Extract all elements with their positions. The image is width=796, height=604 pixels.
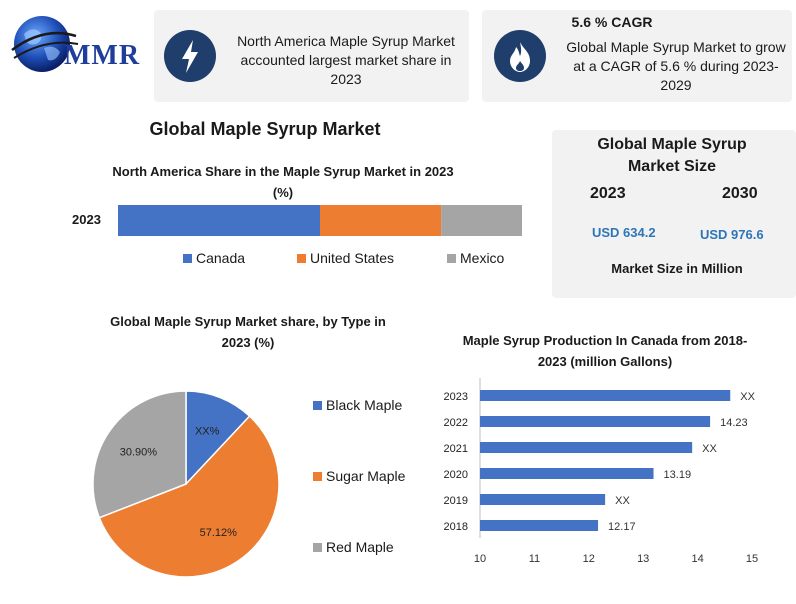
y-tick-label: 2022	[444, 417, 468, 429]
legend-swatch	[313, 543, 322, 552]
market-size-value-2030: USD 976.6	[700, 227, 764, 242]
bar-data-label: 14.23	[720, 417, 748, 429]
pie-slice-red-maple	[92, 390, 187, 519]
market-size-value-2023: USD 634.2	[592, 225, 656, 240]
x-tick-label: 11	[529, 553, 540, 565]
market-size-year-2030: 2030	[722, 185, 758, 202]
pie-title: Global Maple Syrup Market share, by Type…	[110, 314, 386, 350]
legend-label: United States	[310, 250, 395, 266]
stacked-bar-category-label: 2023	[72, 212, 101, 227]
stacked-bar-segment-mexico	[441, 205, 522, 236]
production-bar-title: Maple Syrup Production In Canada from 20…	[462, 333, 748, 369]
market-size-title: Global Maple Syrup Market Size	[597, 136, 747, 175]
pie-slice-sugar-maple	[98, 415, 280, 578]
market-size-footer: Market Size in Million	[611, 261, 743, 276]
globe-icon	[11, 16, 79, 72]
stacked-bar-title: North America Share in the Maple Syrup M…	[112, 164, 454, 200]
y-tick-label: 2021	[444, 443, 468, 455]
pie-chart: XX% 57.12% 30.90%	[92, 390, 280, 578]
legend-mexico: Mexico	[447, 250, 504, 266]
legend-swatch	[297, 254, 306, 263]
pie-slice-black-maple	[185, 390, 251, 486]
legend-label: Mexico	[460, 250, 505, 266]
y-tick-label: 2020	[444, 469, 468, 481]
production-bar-2023	[480, 390, 731, 401]
logo: MMR	[6, 8, 156, 78]
lightning-bolt-icon	[164, 30, 216, 82]
legend-swatch	[447, 254, 456, 263]
stacked-bar-chart	[118, 205, 522, 236]
production-bar-chart: 2023 XX 2022 14.23 2021 XX 2020 13.19 2019 XX 2018…	[444, 378, 758, 565]
x-tick-label: 12	[583, 553, 595, 565]
legend-red-maple: Red Maple	[313, 539, 394, 555]
legend-swatch	[313, 472, 322, 481]
logo-text: MMR	[64, 40, 141, 71]
x-tick-label: 10	[474, 553, 486, 565]
y-tick-label: 2023	[444, 391, 468, 403]
production-bar-2018	[480, 520, 599, 531]
legend-black-maple: Black Maple	[313, 397, 402, 413]
production-bar-2019	[480, 494, 606, 505]
x-tick-label: 13	[637, 553, 649, 565]
legend-label: Red Maple	[326, 539, 394, 555]
info-card-north-america: North America Maple Syrup Market account…	[154, 10, 469, 102]
bar-data-label: XX	[702, 443, 717, 455]
market-size-year-2023: 2023	[590, 185, 626, 202]
info-card-text: Global Maple Syrup Market to grow at a C…	[566, 39, 786, 93]
page-title: Global Maple Syrup Market	[149, 119, 381, 139]
bar-data-label: 13.19	[664, 469, 692, 481]
bar-data-label: XX	[615, 495, 630, 507]
production-bar-2022	[480, 416, 711, 427]
x-tick-label: 15	[746, 553, 758, 565]
stacked-bar-segment-united-states	[320, 205, 442, 236]
legend-swatch	[183, 254, 192, 263]
market-size-card: Global Maple Syrup Market Size 2023 2030…	[552, 130, 796, 298]
info-card-text: North America Maple Syrup Market account…	[237, 33, 455, 87]
bar-data-label: XX	[740, 391, 755, 403]
stacked-bar-segment-canada	[118, 205, 320, 236]
legend-label: Canada	[196, 250, 246, 266]
y-tick-label: 2018	[444, 521, 468, 533]
bar-data-label: 12.17	[608, 521, 636, 533]
legend-canada: Canada	[183, 250, 245, 266]
flame-icon	[494, 30, 546, 82]
info-card-cagr: 5.6 % CAGR Global Maple Syrup Market to …	[482, 10, 792, 102]
y-tick-label: 2019	[444, 495, 468, 507]
pie-data-label: XX%	[195, 425, 220, 437]
production-bar-2021	[480, 442, 693, 453]
legend-sugar-maple: Sugar Maple	[313, 468, 405, 484]
legend-label: Sugar Maple	[326, 468, 406, 484]
legend-label: Black Maple	[326, 397, 403, 413]
pie-data-label: 30.90%	[120, 446, 158, 458]
legend-united-states: United States	[297, 250, 394, 266]
x-tick-label: 14	[691, 553, 703, 565]
production-bar-2020	[480, 468, 654, 479]
pie-data-label: 57.12%	[200, 527, 238, 539]
cagr-title: 5.6 % CAGR	[571, 14, 653, 30]
legend-swatch	[313, 401, 322, 410]
